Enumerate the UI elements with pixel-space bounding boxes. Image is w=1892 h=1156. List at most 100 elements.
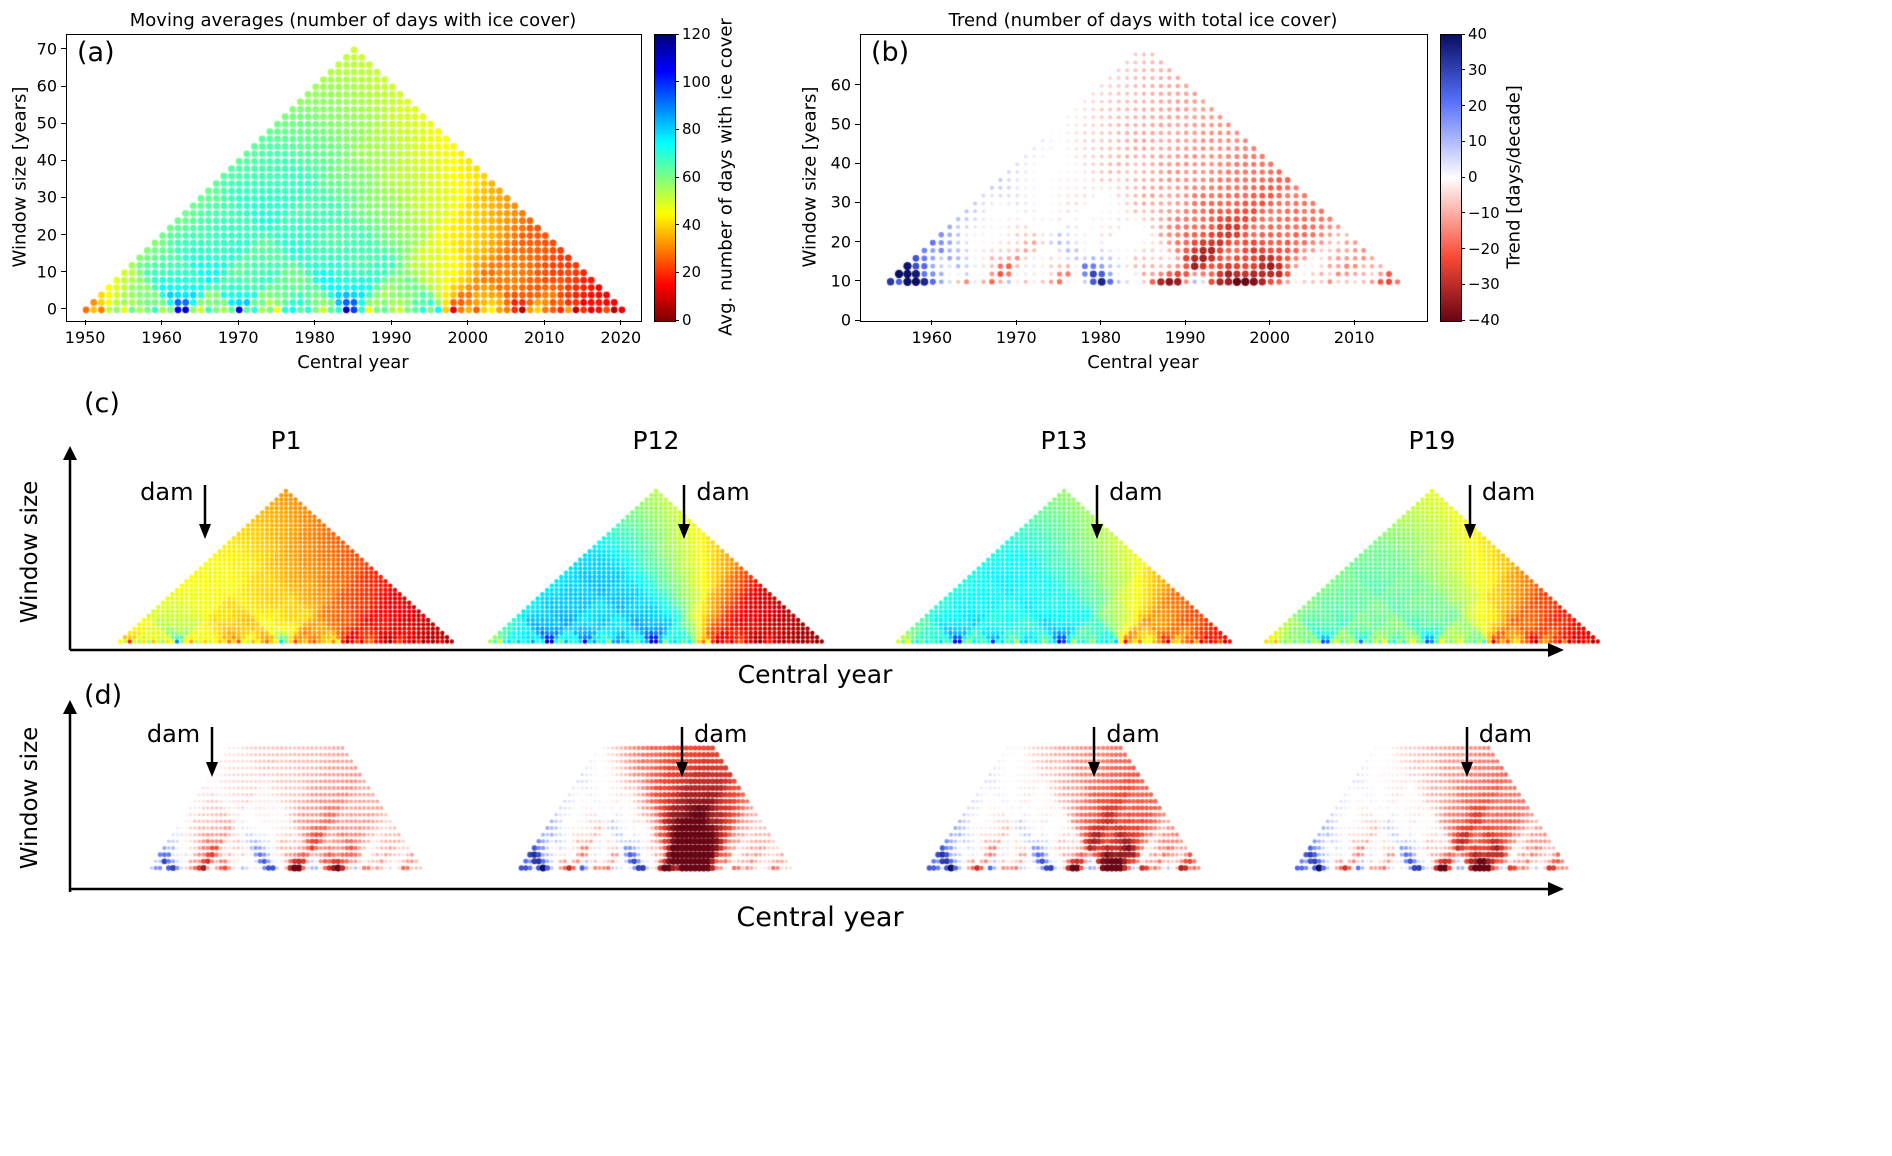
c-xlabel: Central year: [737, 660, 893, 689]
dam-arrow-icon: [1460, 727, 1473, 777]
panel-b-colorbar-tickmark: [1461, 140, 1465, 142]
panel-a-y-tick-label: 40: [36, 150, 57, 170]
panel-b-x-tick-label: 2010: [1333, 328, 1375, 347]
panel-a-colorbar-tickmark: [675, 224, 679, 226]
panel-b-colorbar-label: Trend [days/decade]: [1503, 85, 1525, 269]
site-title-p19: P19: [1408, 426, 1456, 455]
panel-b-y-tick-label: 30: [830, 192, 851, 212]
panel-a-y-tick-label: 0: [46, 299, 57, 319]
c-ylabel: Window size: [17, 480, 43, 624]
panel-a-label: (a): [77, 37, 115, 68]
panel-b-x-tickmark: [1015, 320, 1017, 325]
panel-b-title: Trend (number of days with total ice cov…: [948, 10, 1338, 31]
dam-marker: dam: [147, 720, 220, 778]
dam-arrow-icon: [678, 485, 691, 539]
panel-a-title: Moving averages (number of days with ice…: [129, 10, 577, 31]
panel-a-x-tickmark: [620, 320, 622, 325]
panel-b-y-tick-label: 0: [840, 310, 851, 330]
panel-b-x-tickmark: [1100, 320, 1102, 325]
panel-a-y-tickmark: [61, 48, 66, 50]
panel-b-y-tick-label: 20: [830, 232, 851, 252]
panel-b-x-tickmark: [1269, 320, 1271, 325]
panel-b-colorbar-tickmark: [1461, 212, 1465, 214]
panel-a-colorbar-tick-label: 80: [682, 120, 702, 139]
panel-a-colorbar-tick-label: 0: [682, 311, 692, 329]
panel-b-colorbar-tick-label: 40: [1468, 25, 1488, 43]
panel-b-colorbar-tickmark: [1461, 319, 1465, 321]
d-x-axis-arrow: [70, 882, 1564, 896]
d-y-axis-arrow: [63, 700, 77, 892]
panel-b-y-tick-label: 50: [830, 114, 851, 134]
panel-b-colorbar-tick-label: −30: [1468, 275, 1500, 294]
dam-arrow-icon: [206, 727, 219, 777]
panel-a-colorbar-tick-label: 40: [682, 215, 702, 234]
panel-a-colorbar-tickmark: [675, 33, 679, 35]
panel-b-y-tickmark: [855, 319, 860, 321]
panel-b-xlabel: Central year: [1087, 352, 1199, 373]
panel-a-y-tick-label: 10: [36, 262, 57, 282]
panel-a-y-tickmark: [61, 308, 66, 310]
panel-b-x-tick-label: 2000: [1249, 328, 1291, 347]
dam-marker: dam: [1459, 720, 1532, 778]
panel-a-y-tick-label: 50: [36, 113, 57, 133]
panel-a-x-tickmark: [84, 320, 86, 325]
panel-a-y-tick-label: 60: [36, 76, 57, 96]
panel-b-x-tickmark: [1353, 320, 1355, 325]
triangle-plot-c-p13: [884, 478, 1244, 648]
dam-marker: dam: [1089, 478, 1162, 540]
panel-b-y-tick-label: 10: [830, 271, 851, 291]
dam-label: dam: [1109, 478, 1163, 506]
panel-b-colorbar-tickmark: [1461, 105, 1465, 106]
dam-label: dam: [1481, 478, 1536, 506]
panel-b-colorbar-tick-label: −20: [1468, 239, 1500, 258]
panel-b-x-tickmark: [931, 320, 933, 325]
c-x-axis-arrow: [70, 643, 1564, 657]
panel-a-x-tickmark: [467, 320, 469, 325]
panel-a-x-tickmark: [390, 320, 392, 325]
panel-b-ylabel: Window size [years]: [799, 86, 821, 268]
panel-a-colorbar: [654, 34, 676, 322]
panel-a-colorbar-gradient: [655, 35, 675, 321]
d-xlabel: Central year: [736, 902, 904, 933]
panel-a-y-tickmark: [61, 85, 66, 87]
panel-b-colorbar: [1440, 34, 1462, 322]
panel-a-colorbar-tick-label: 20: [682, 263, 702, 282]
panel-a-x-tick-label: 1970: [217, 328, 259, 347]
panel-a-y-tickmark: [61, 196, 66, 198]
c-y-axis-arrow: [63, 446, 77, 650]
panel-b-dot-plot: [861, 35, 1427, 321]
dam-marker: dam: [676, 478, 750, 540]
dam-label: dam: [694, 720, 748, 748]
panel-b-colorbar-tickmark: [1461, 248, 1465, 249]
panel-a-x-tickmark: [543, 320, 545, 325]
triangle-plot-d-p19: [1267, 728, 1597, 888]
site-title-p13: P13: [1040, 426, 1088, 455]
panel-b-colorbar-tick-label: −10: [1468, 203, 1500, 222]
panel-a-colorbar-tick-label: 100: [682, 72, 711, 91]
panel-a-y-tick-label: 70: [36, 39, 57, 59]
panel-a-x-tick-label: 1960: [141, 328, 183, 347]
panel-b-y-tick-label: 40: [830, 153, 851, 173]
panel-b-colorbar-tick-label: 20: [1468, 96, 1488, 115]
panel-b-y-tickmark: [855, 84, 860, 86]
dam-marker: dam: [1462, 478, 1535, 540]
panel-b-colorbar-tickmark: [1461, 176, 1465, 178]
panel-a-y-tickmark: [61, 122, 66, 124]
panel-b-colorbar-tick-label: 10: [1468, 132, 1488, 151]
panel-a-colorbar-tickmark: [675, 81, 679, 83]
dam-arrow-icon: [199, 485, 212, 539]
triangle-plot-c-p19: [1252, 478, 1612, 648]
dam-marker: dam: [140, 478, 213, 540]
panel-a-y-tickmark: [61, 234, 66, 236]
panel-b-y-tickmark: [855, 280, 860, 282]
panel-b-y-tickmark: [855, 201, 860, 203]
panel-a-colorbar-label: Avg. number of days with ice cover: [715, 18, 737, 336]
panel-c-label: (c): [84, 388, 120, 419]
panel-a-xlabel: Central year: [297, 352, 409, 373]
panel-a-dot-plot: [67, 35, 641, 321]
dam-arrow-icon: [1091, 485, 1104, 539]
panel-a-colorbar-tickmark: [675, 128, 679, 130]
site-title-p12: P12: [632, 426, 680, 455]
panel-a-x-tick-label: 1980: [294, 328, 336, 347]
